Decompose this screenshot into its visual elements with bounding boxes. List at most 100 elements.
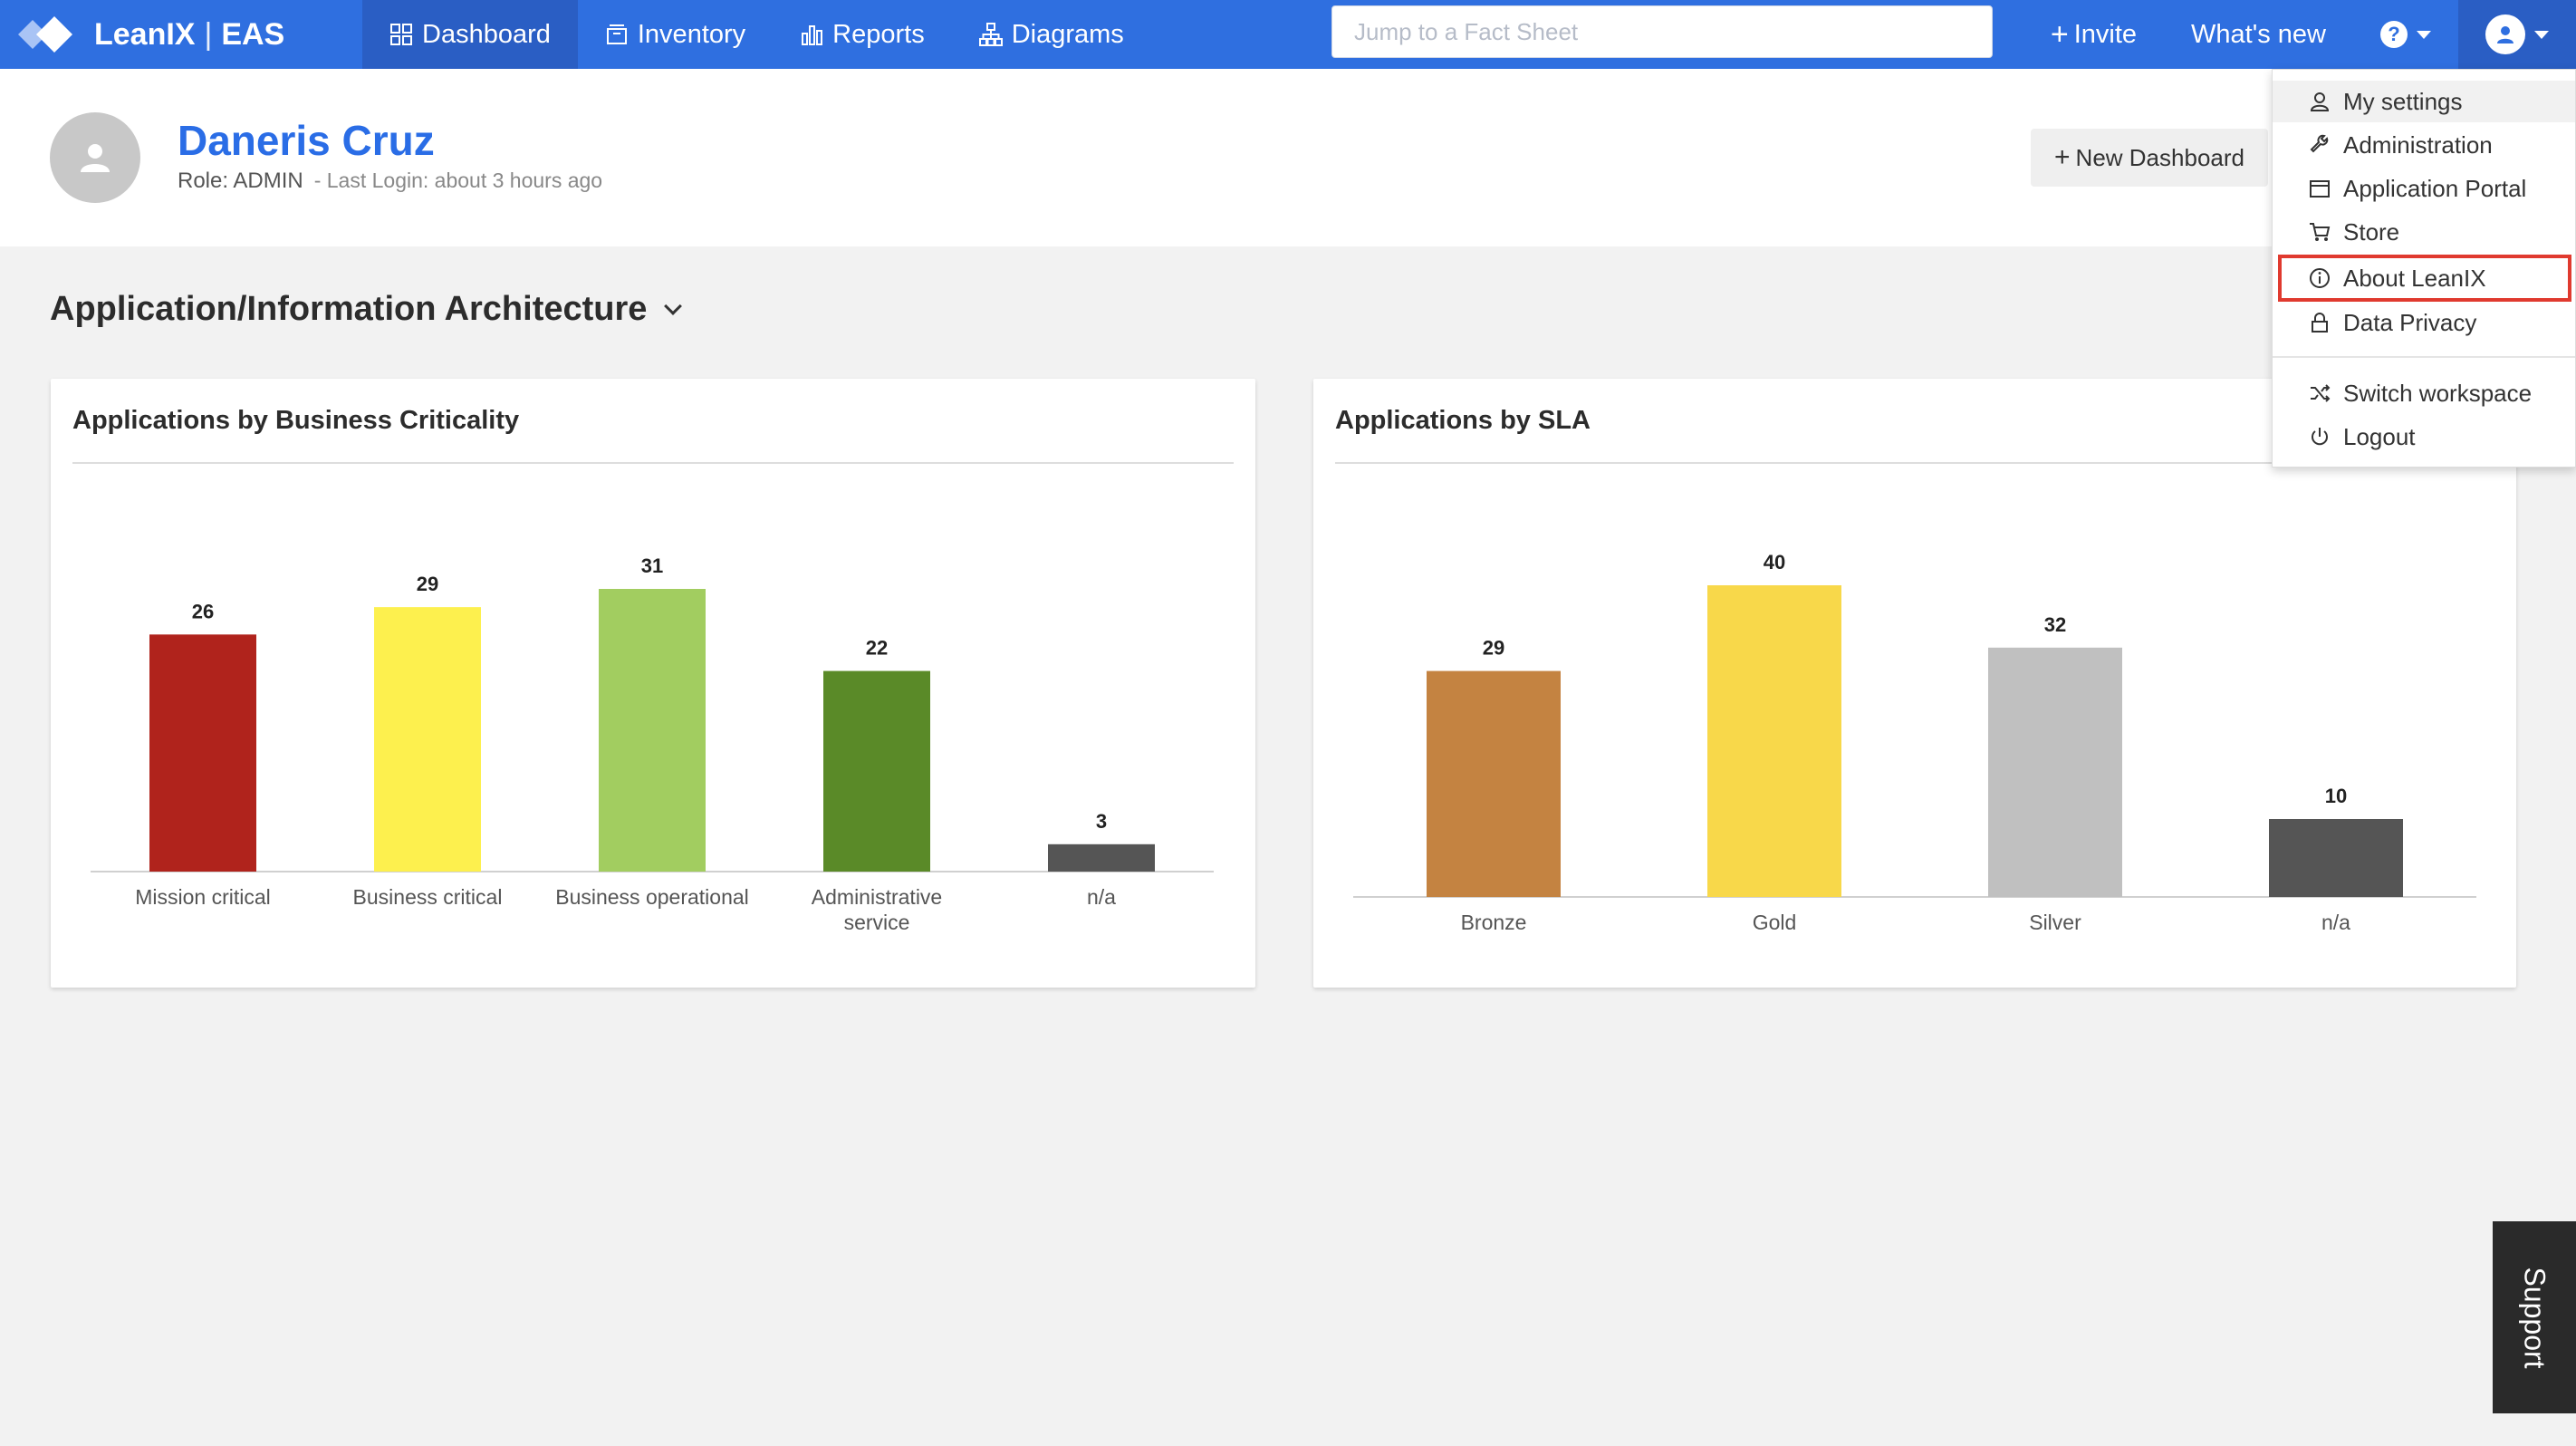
power-icon: [2312, 428, 2328, 446]
bar-value-label: 26: [192, 600, 214, 622]
menu-item-label: About LeanIX: [2343, 264, 2486, 292]
lock-icon: [2312, 313, 2328, 333]
bar-n-a[interactable]: [2269, 819, 2403, 897]
user-placeholder-icon: [81, 144, 110, 172]
bar-value-label: 40: [1764, 551, 1785, 574]
top-right-actions: + Invite What's new ?: [2023, 0, 2576, 69]
bar-gold[interactable]: [1707, 585, 1841, 897]
bar-mission-critical[interactable]: [149, 634, 256, 872]
nav-diagrams[interactable]: Diagrams: [952, 0, 1151, 69]
grid-icon: [390, 24, 412, 45]
menu-item-data-privacy[interactable]: Data Privacy: [2273, 302, 2575, 343]
nav-dashboard-label: Dashboard: [422, 19, 551, 49]
inventory-icon: [606, 24, 627, 44]
menu-item-label: Application Portal: [2343, 174, 2527, 202]
wrench-icon: [2310, 134, 2329, 153]
brand-name: LeanIX: [94, 16, 196, 52]
support-button[interactable]: Support: [2493, 1221, 2576, 1413]
menu-item-store[interactable]: Store: [2273, 211, 2575, 253]
category-label: Administrative: [812, 885, 942, 909]
bar-business-operational[interactable]: [599, 589, 706, 872]
category-label: service: [844, 911, 910, 934]
dashboard-title: Application/Information Architecture: [50, 290, 648, 328]
category-label: Business critical: [353, 885, 503, 909]
invite-button[interactable]: + Invite: [2023, 0, 2164, 69]
profile-role-line: Role: ADMIN - Last Login: about 3 hours a…: [178, 169, 602, 194]
menu-item-label: Data Privacy: [2343, 308, 2477, 336]
profile-role: Role: ADMIN: [178, 169, 303, 193]
help-menu-button[interactable]: ?: [2353, 0, 2458, 69]
user-avatar-icon: [2485, 14, 2525, 54]
shuffle-icon: [2311, 384, 2331, 402]
sitemap-icon: [978, 23, 1003, 46]
bar-n-a[interactable]: [1048, 844, 1155, 872]
menu-item-about-leanix[interactable]: About LeanIX: [2278, 255, 2571, 302]
plus-icon: +: [2050, 16, 2069, 52]
help-icon: ?: [2380, 21, 2408, 48]
menu-item-logout[interactable]: Logout: [2273, 416, 2575, 458]
bar-value-label: 32: [2044, 613, 2066, 636]
menu-item-switch-workspace[interactable]: Switch workspace: [2273, 372, 2575, 414]
card-divider: [72, 462, 1234, 464]
invite-label: Invite: [2073, 19, 2138, 49]
category-label: n/a: [2321, 911, 2350, 934]
menu-item-label: Logout: [2343, 422, 2416, 450]
category-label: Mission critical: [135, 885, 271, 909]
fact-sheet-search[interactable]: [1331, 5, 1993, 58]
whats-new-label: What's new: [2191, 19, 2326, 49]
bar-value-label: 29: [1483, 637, 1504, 660]
bar-value-label: 3: [1096, 810, 1107, 833]
user-menu-button[interactable]: [2458, 0, 2576, 69]
menu-item-label: Store: [2343, 217, 2400, 246]
menu-item-administration[interactable]: Administration: [2273, 124, 2575, 166]
category-label: Business operational: [555, 885, 749, 909]
bar-value-label: 29: [417, 573, 438, 595]
category-label: n/a: [1087, 885, 1116, 909]
last-login: - Last Login: about 3 hours ago: [313, 169, 603, 192]
top-navbar: LeanIX | EAS Dashboard Inventory Reports: [0, 0, 2576, 69]
card-divider: [1335, 462, 2494, 464]
chart-card-sla: Applications by SLA 29 Bronze 40 Gold 32 Silv…: [1313, 379, 2516, 988]
whats-new-link[interactable]: What's new: [2164, 0, 2353, 69]
menu-item-label: My settings: [2343, 87, 2463, 115]
chevron-down-icon: [664, 296, 683, 315]
dashboard-selector[interactable]: Application/Information Architecture: [50, 290, 683, 329]
bar-business-critical[interactable]: [374, 607, 481, 872]
bar-administrative-service[interactable]: [823, 670, 930, 872]
plus-icon: +: [2054, 142, 2071, 172]
category-label: Silver: [2029, 911, 2081, 934]
profile-name[interactable]: Daneris Cruz: [178, 117, 435, 164]
chevron-down-icon: [2534, 30, 2549, 39]
nav-reports-label: Reports: [832, 19, 925, 49]
nav-inventory-label: Inventory: [637, 19, 746, 49]
bar-chart-sla: 29 Bronze 40 Gold 32 Silver 10 n/a: [1353, 551, 2476, 934]
chart-title: Applications by Business Criticality: [72, 406, 520, 435]
workspace-name: EAS: [221, 16, 285, 52]
nav-diagrams-label: Diagrams: [1011, 19, 1124, 49]
support-label: Support: [2518, 1266, 2552, 1369]
user-icon: [2310, 92, 2330, 111]
brand[interactable]: LeanIX | EAS: [0, 0, 362, 69]
chart-title: Applications by SLA: [1335, 406, 1591, 435]
chevron-down-icon: [2417, 30, 2431, 39]
info-icon: [2310, 268, 2330, 288]
user-dropdown-menu: My settings Administration Application P…: [2272, 69, 2576, 468]
category-label: Bronze: [1461, 911, 1527, 934]
menu-item-label: Administration: [2343, 130, 2493, 159]
nav-inventory[interactable]: Inventory: [578, 0, 773, 69]
menu-item-application-portal[interactable]: Application Portal: [2273, 168, 2575, 209]
chart-card-business-criticality: Applications by Business Criticality 26 M…: [51, 379, 1255, 988]
avatar: [50, 112, 140, 203]
menu-item-my-settings[interactable]: My settings: [2273, 81, 2575, 122]
search-input[interactable]: [1354, 17, 1970, 46]
bar-value-label: 10: [2325, 785, 2347, 807]
nav-dashboard[interactable]: Dashboard: [362, 0, 578, 69]
nav-reports[interactable]: Reports: [773, 0, 952, 69]
bar-bronze[interactable]: [1427, 670, 1561, 897]
new-dashboard-button[interactable]: + New Dashboard: [2031, 129, 2268, 187]
bar-silver[interactable]: [1988, 647, 2122, 897]
category-label: Gold: [1753, 911, 1797, 934]
new-dashboard-label: New Dashboard: [2075, 143, 2244, 171]
bar-value-label: 22: [866, 637, 888, 660]
bar-value-label: 31: [641, 554, 663, 577]
